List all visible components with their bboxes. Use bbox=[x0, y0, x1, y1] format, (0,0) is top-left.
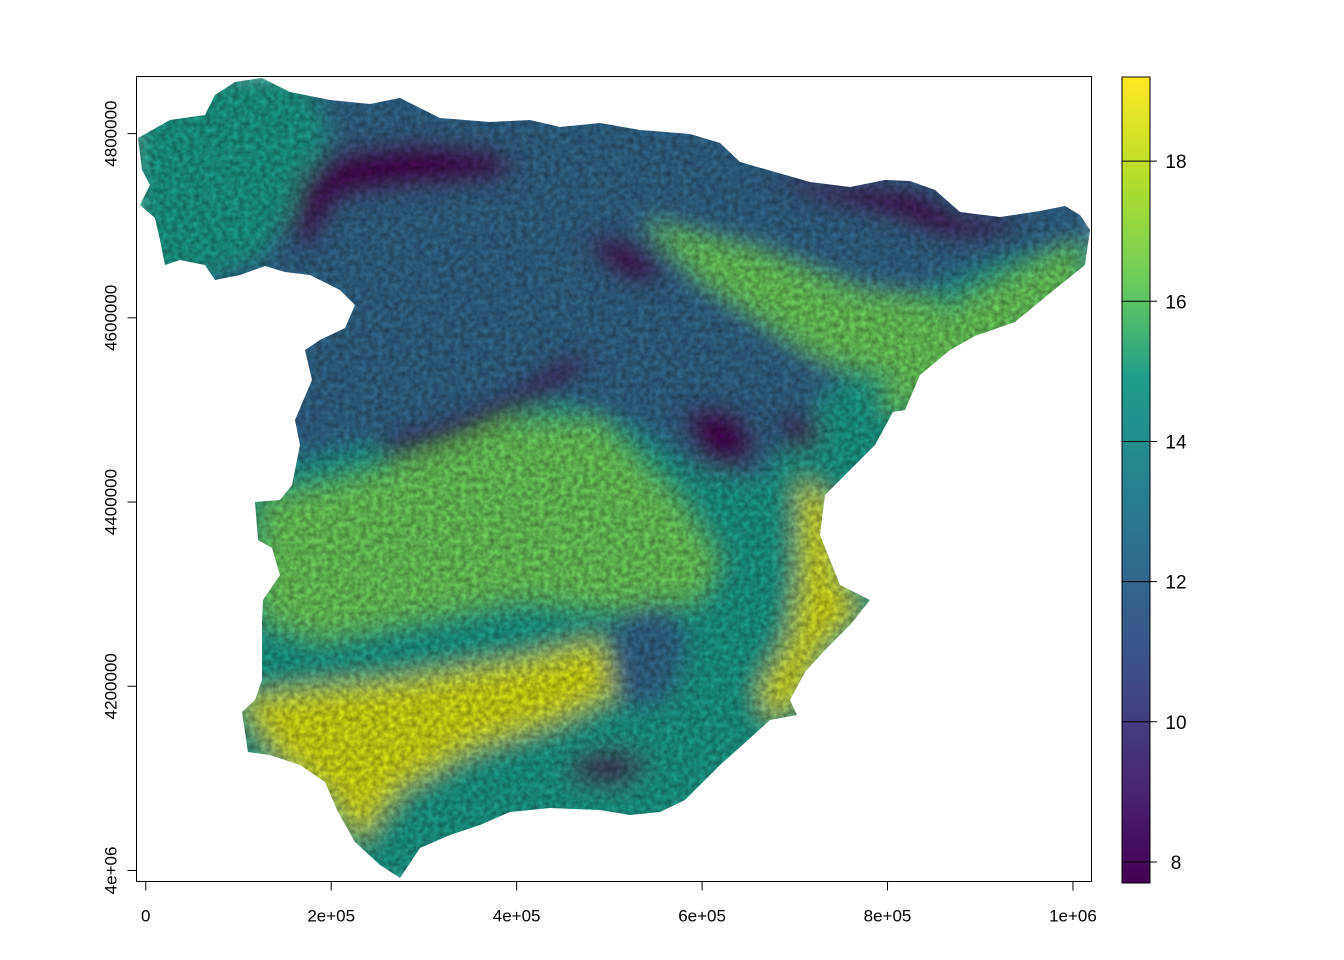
y-tick-label: 4400000 bbox=[102, 469, 121, 535]
legend-colorbar bbox=[1122, 77, 1150, 883]
x-tick-label: 1e+06 bbox=[1049, 907, 1097, 926]
legend-tick-label: 8 bbox=[1171, 853, 1182, 874]
y-tick-label: 4600000 bbox=[102, 285, 121, 351]
y-axis: 4e+06 4200000 4400000 4600000 4800000 bbox=[102, 101, 137, 895]
legend-tick-label: 14 bbox=[1165, 432, 1187, 453]
color-legend: 8 10 12 14 16 18 bbox=[1121, 76, 1187, 884]
x-axis: 0 2e+05 4e+05 6e+05 8e+05 1e+06 bbox=[141, 881, 1097, 926]
x-tick-label: 2e+05 bbox=[307, 907, 355, 926]
legend-tick-label: 12 bbox=[1165, 573, 1186, 594]
y-tick-label: 4800000 bbox=[102, 101, 121, 167]
plot-frame bbox=[136, 76, 1092, 882]
x-tick-label: 0 bbox=[141, 907, 150, 926]
temperature-raster bbox=[138, 78, 1090, 878]
x-tick-label: 8e+05 bbox=[864, 907, 912, 926]
legend-tick-label: 10 bbox=[1165, 713, 1186, 734]
legend-colorbar-border bbox=[1121, 76, 1151, 884]
y-tick-label: 4e+06 bbox=[102, 847, 121, 895]
y-tick-label: 4200000 bbox=[102, 653, 121, 719]
x-tick-label: 4e+05 bbox=[493, 907, 541, 926]
legend-ticks: 8 10 12 14 16 18 bbox=[1122, 152, 1187, 874]
raster-texture bbox=[138, 78, 1090, 878]
legend-tick-label: 16 bbox=[1165, 292, 1186, 313]
x-tick-label: 6e+05 bbox=[678, 907, 726, 926]
legend-tick-label: 18 bbox=[1165, 152, 1186, 173]
